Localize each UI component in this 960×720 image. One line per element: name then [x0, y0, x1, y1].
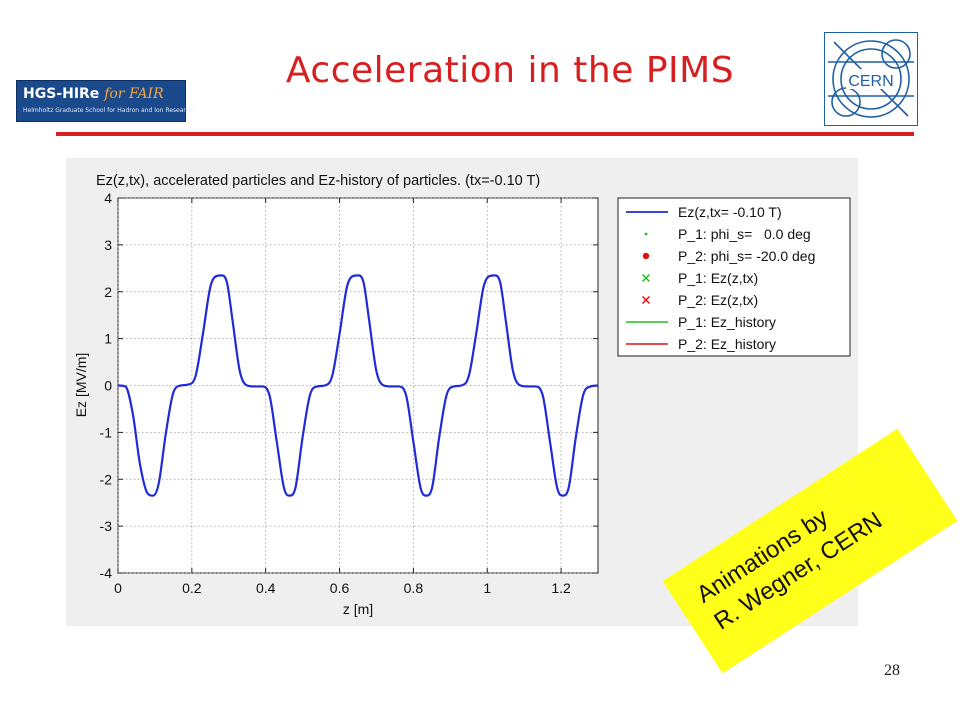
legend-box: [617, 197, 851, 357]
x-tick-label: 0.4: [256, 580, 276, 596]
legend-item: P_1: Ez(z,tx): [641, 270, 758, 286]
hgs-hire-logo: HGS-HIRe for FAIR Helmholtz Graduate Sch…: [16, 80, 193, 122]
legend-label: P_1: Ez(z,tx): [678, 270, 758, 286]
x-axis-label: z [m]: [343, 601, 373, 617]
legend-item: P_2: Ez(z,tx): [641, 292, 758, 308]
legend-label: P_1: phi_s= 0.0 deg: [678, 226, 811, 242]
x-tick-label: 0: [114, 580, 122, 596]
y-tick-label: 1: [104, 331, 112, 347]
chart-legend: Ez(z,tx= -0.10 T) P_1: phi_s= 0.0 deg P_2:…: [617, 197, 851, 357]
axis-ticks: 0 0.2 0.4 0.6 0.8 1 1.2 4 3 2 1 0 -1 -2 -3 -4: [100, 190, 598, 596]
cern-logo: CERN: [824, 32, 918, 126]
legend-label: P_2: Ez_history: [678, 336, 776, 352]
y-tick-label: 3: [104, 237, 112, 253]
legend-swatch-dot: [642, 252, 650, 260]
y-tick-label: -4: [100, 565, 113, 581]
legend-swatch-x: [641, 273, 651, 283]
chart-title: Ez(z,tx), accelerated particles and Ez-h…: [96, 173, 540, 189]
legend-swatch-dot: [644, 232, 648, 236]
y-tick-label: 2: [104, 284, 112, 300]
y-tick-label: -3: [100, 518, 113, 534]
legend-swatch-x: [641, 295, 651, 305]
legend-label: P_2: Ez(z,tx): [678, 292, 758, 308]
y-axis-label: Ez [MV/m]: [73, 353, 89, 418]
x-tick-label: 1.2: [551, 580, 571, 596]
series-layer: [117, 274, 599, 497]
y-tick-label: 0: [104, 378, 112, 394]
legend-item: P_2: phi_s= -20.0 deg: [642, 248, 815, 264]
title-divider: [56, 132, 914, 136]
slide-number: 28: [884, 662, 900, 679]
hgs-logo-name: HGS-HIRe for FAIR: [23, 86, 164, 102]
hgs-logo-subtitle: Helmholtz Graduate School for Hadron and…: [23, 107, 193, 114]
legend-label: P_2: phi_s= -20.0 deg: [678, 248, 815, 264]
legend-item: Ez(z,tx= -0.10 T): [626, 204, 782, 220]
slide-title: Acceleration in the PIMS: [285, 50, 735, 91]
x-tick-label: 1: [483, 580, 491, 596]
y-tick-label: -2: [100, 471, 113, 487]
series-line-ez: [117, 274, 599, 497]
grid-lines: [117, 197, 598, 574]
legend-label: P_1: Ez_history: [678, 314, 776, 330]
x-tick-label: 0.2: [182, 580, 202, 596]
cern-logo-text: CERN: [848, 73, 893, 90]
legend-item: P_1: phi_s= 0.0 deg: [644, 226, 811, 242]
legend-label: Ez(z,tx= -0.10 T): [678, 204, 782, 220]
legend-item: P_1: Ez_history: [626, 314, 776, 330]
y-tick-label: -1: [100, 424, 113, 440]
x-tick-label: 0.8: [404, 580, 424, 596]
legend-item: P_2: Ez_history: [626, 336, 776, 352]
x-tick-label: 0.6: [330, 580, 350, 596]
y-tick-label: 4: [104, 190, 112, 206]
